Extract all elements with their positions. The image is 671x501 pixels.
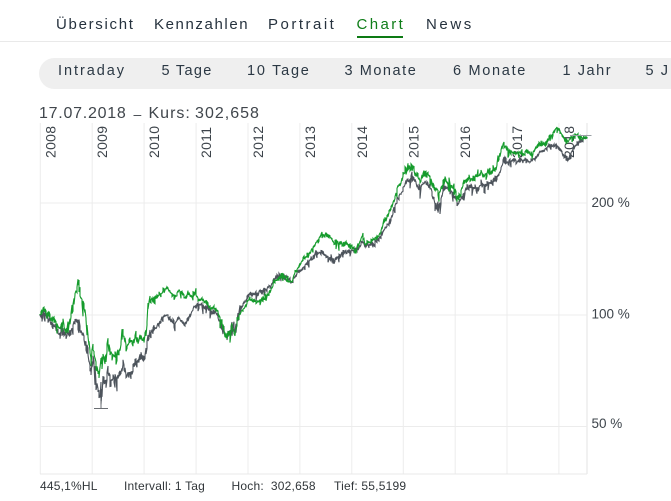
- svg-text:2014: 2014: [354, 126, 370, 158]
- svg-text:2015: 2015: [405, 126, 421, 158]
- svg-text:50 %: 50 %: [592, 416, 623, 431]
- svg-text:2010: 2010: [146, 126, 162, 158]
- svg-text:200 %: 200 %: [592, 195, 630, 210]
- svg-text:2009: 2009: [94, 126, 110, 158]
- svg-text:2008: 2008: [42, 126, 58, 158]
- svg-text:2018: 2018: [561, 126, 577, 158]
- svg-text:100 %: 100 %: [592, 307, 630, 322]
- svg-text:2017: 2017: [509, 126, 525, 158]
- svg-text:2016: 2016: [457, 126, 473, 158]
- svg-text:2013: 2013: [302, 126, 318, 158]
- svg-text:2012: 2012: [250, 126, 266, 158]
- svg-text:2011: 2011: [198, 127, 214, 158]
